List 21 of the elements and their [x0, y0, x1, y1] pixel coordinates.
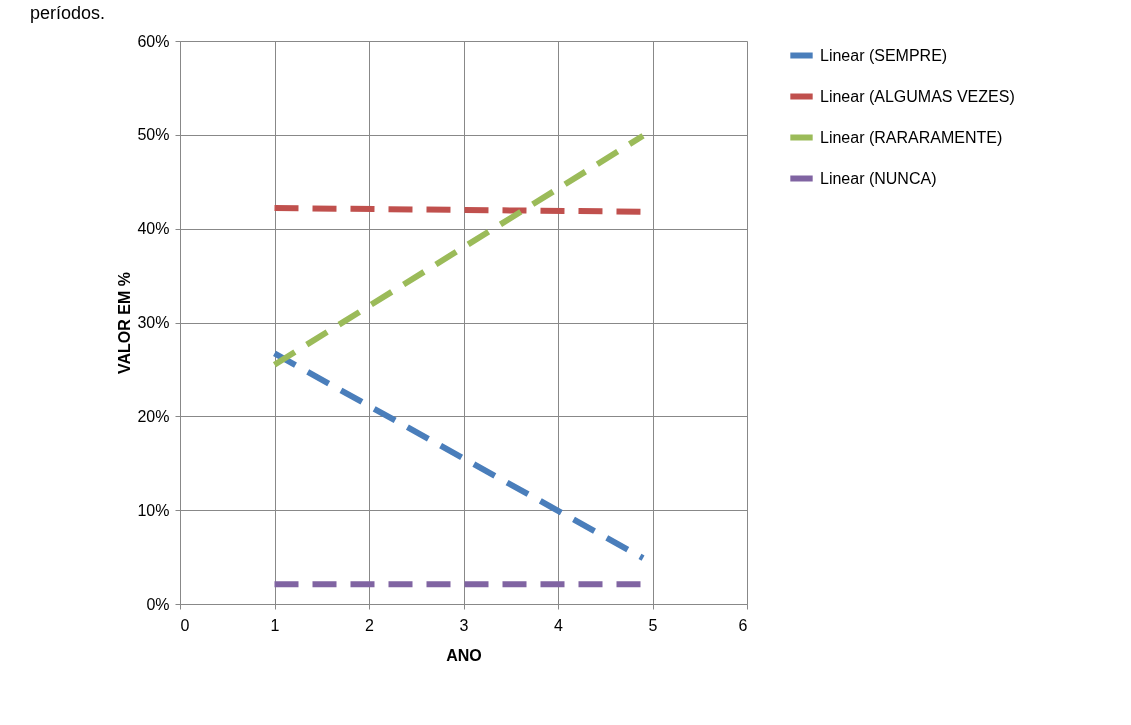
x-tick-label: 4 — [554, 616, 564, 634]
x-axis-title: ANO — [446, 646, 482, 664]
y-axis-title: VALOR EM % — [116, 272, 134, 374]
legend-label: Linear (ALGUMAS VEZES) — [820, 87, 1015, 105]
y-tick-label: 30% — [137, 314, 170, 331]
x-tick-label: 2 — [365, 616, 375, 634]
text: períodos. — [30, 3, 106, 23]
legend-label: Linear (NUNCA) — [820, 169, 937, 187]
legend-label: Linear (RARARAMENTE) — [820, 128, 1003, 146]
y-tick-label: 60% — [137, 32, 170, 50]
y-tick-label: 10% — [137, 501, 170, 519]
x-tick-label: 3 — [459, 616, 469, 634]
x-tick-label: 6 — [738, 616, 748, 634]
x-tick-label: 0 — [180, 616, 190, 634]
legend-label: Linear (SEMPRE) — [820, 46, 948, 64]
y-tick-label: 20% — [137, 407, 170, 425]
x-tick-label: 5 — [648, 616, 658, 634]
y-tick-label: 50% — [137, 126, 170, 144]
y-tick-label: 0% — [146, 595, 170, 613]
x-tick-label: 1 — [270, 616, 280, 634]
y-tick-label: 40% — [137, 220, 170, 238]
